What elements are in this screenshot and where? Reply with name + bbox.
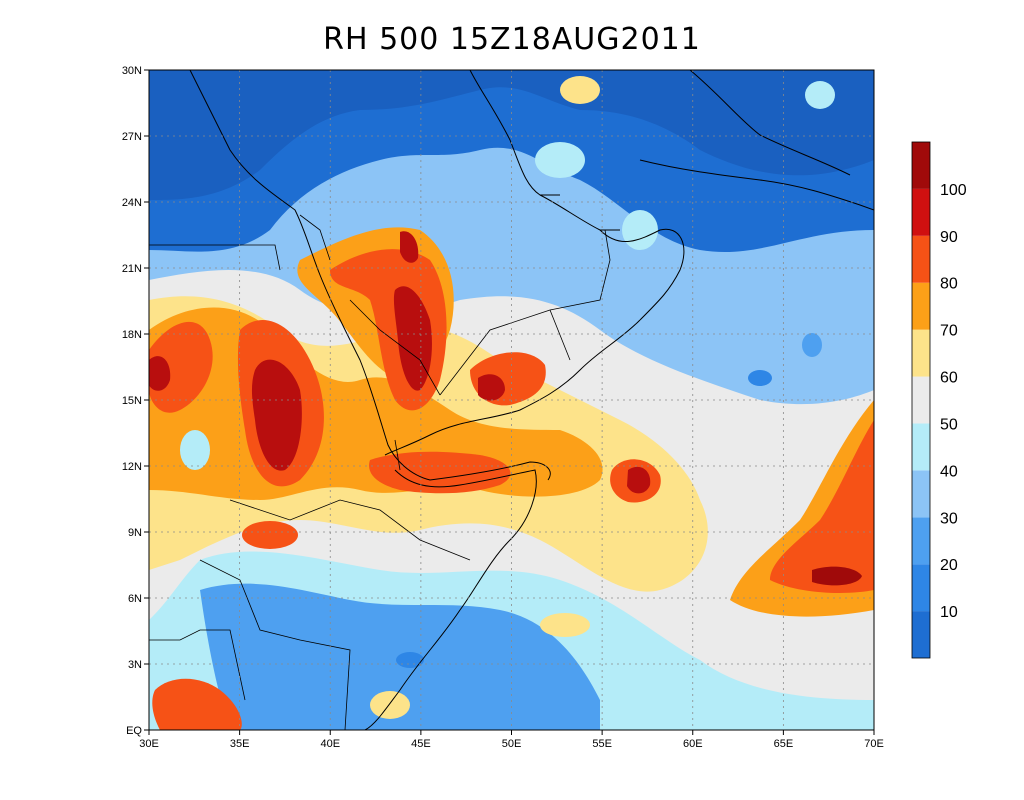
colorbar-label: 90 [940,229,958,246]
colorbar-swatch [912,329,930,377]
lon-axis: 30E 35E 40E 45E 50E 55E 60E 65E 70E [139,730,884,750]
lat-tick-label: 3N [128,659,142,671]
colorbar-label: 70 [940,323,958,340]
lon-tick-label: 70E [864,738,884,750]
colorbar-swatch [912,282,930,330]
lon-tick-label: 40E [320,738,340,750]
lat-tick-label: 24N [122,197,142,209]
colorbar-swatch [912,376,930,424]
lon-tick-label: 50E [502,738,522,750]
colorbar-label: 60 [940,370,958,387]
colorbar: 10 20 30 40 50 60 70 80 90 100 [911,141,967,659]
lon-tick-label: 45E [411,738,431,750]
lon-tick-label: 60E [683,738,703,750]
colorbar-label: 40 [940,463,958,480]
colorbar-swatch [912,611,930,658]
lat-tick-label: 6N [128,593,142,605]
lat-tick-label: 27N [122,131,142,143]
colorbar-swatch [912,423,930,471]
colorbar-label: 10 [940,604,958,621]
lon-tick-label: 55E [592,738,612,750]
lon-tick-label: 30E [139,738,159,750]
lat-tick-label: EQ [126,725,142,737]
colorbar-label: 20 [940,557,958,574]
map-title: RH 500 15Z18AUG2011 [323,22,701,57]
lat-tick-label: 12N [122,461,142,473]
colorbar-swatch [912,235,930,283]
lat-tick-label: 30N [122,65,142,77]
lon-tick-label: 65E [774,738,794,750]
colorbar-label: 50 [940,416,958,433]
colorbar-swatch [912,142,930,189]
colorbar-frame [911,141,931,659]
colorbar-label: 100 [940,182,967,199]
lon-tick-label: 35E [230,738,250,750]
lat-axis: EQ 3N 6N 9N 12N 15N 18N 21N 24N 27N 30N [122,65,149,737]
borders [149,214,611,730]
coastlines [189,70,874,730]
colorbar-swatch [912,517,930,565]
colorbar-label: 30 [940,510,958,527]
lat-tick-label: 15N [122,395,142,407]
colorbar-label: 80 [940,276,958,293]
colorbar-swatch [912,564,930,612]
map-grid [149,70,874,730]
lat-tick-label: 21N [122,263,142,275]
colorbar-swatch [912,188,930,236]
lat-tick-label: 18N [122,329,142,341]
colorbar-swatch [912,470,930,518]
lat-tick-label: 9N [128,527,142,539]
